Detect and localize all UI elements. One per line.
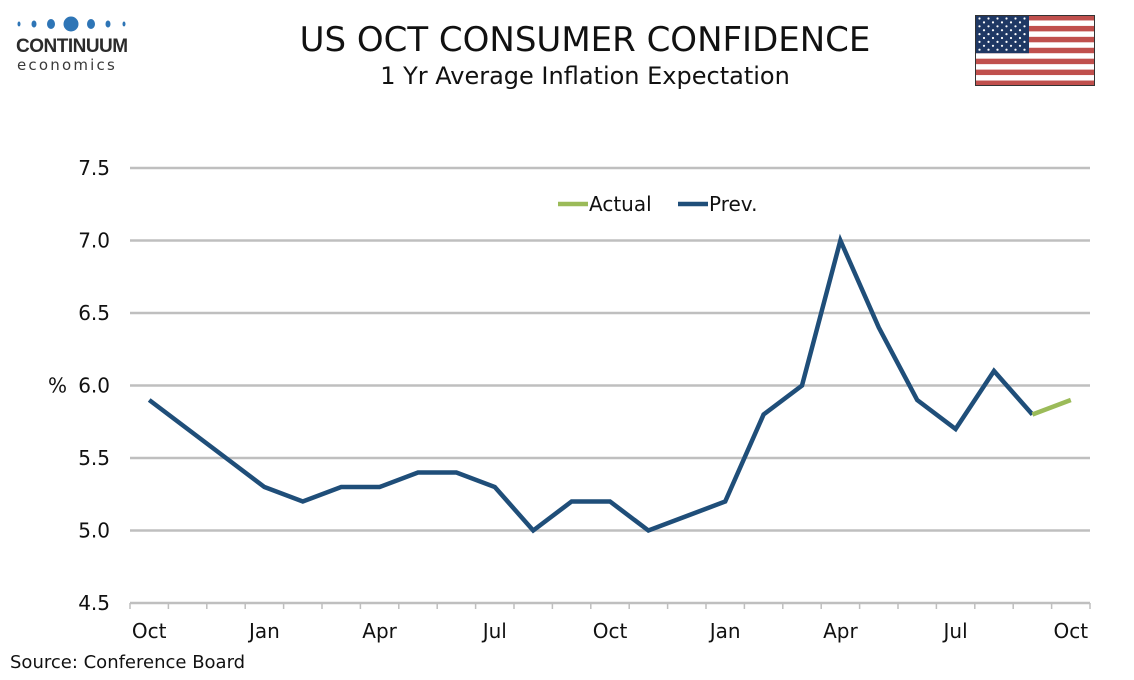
series-line-prev: [147, 233, 1035, 534]
x-axis: [129, 601, 1091, 609]
flag-star-icon: [1009, 21, 1013, 24]
flag-star-icon: [978, 33, 981, 36]
flag-star-icon: [1023, 48, 1026, 51]
flag-star-icon: [1014, 33, 1017, 36]
flag-star-icon: [1023, 17, 1026, 20]
gridlines: [130, 166, 1090, 532]
flag-star-icon: [982, 44, 986, 47]
flag-star-icon: [1009, 29, 1013, 32]
flag-star-icon: [987, 40, 990, 43]
x-tick-label: Jul: [481, 619, 507, 643]
flag-star-icon: [1005, 48, 1008, 51]
flag-star-icon: [1005, 25, 1008, 28]
x-axis-tick-labels: Oct Jan Apr Jul Oct Jan Apr Jul Oct: [132, 619, 1088, 643]
flag-star-icon: [1014, 17, 1017, 20]
flag-star-icon: [1000, 29, 1004, 32]
flag-star-icon: [982, 36, 986, 40]
x-tick-label: Oct: [1054, 619, 1089, 643]
source-note: Source: Conference Board: [10, 652, 246, 673]
us-flag-icon: [975, 15, 1095, 86]
flag-star-icon: [1000, 44, 1004, 47]
y-tick-label: 6.5: [78, 301, 110, 325]
flag-star-icon: [1018, 21, 1022, 24]
flag-star-icon: [991, 44, 995, 47]
legend: Actual Prev.: [558, 192, 757, 216]
y-tick-label: 7.0: [78, 229, 110, 253]
flag-star-icon: [1014, 25, 1017, 28]
logo-dots-icon: [17, 16, 126, 32]
flag-star-icon: [1000, 21, 1004, 24]
flag-star-icon: [1023, 33, 1026, 36]
flag-star-icon: [978, 25, 981, 28]
flag-star-icon: [987, 25, 990, 28]
x-tick-label: Jul: [942, 619, 968, 643]
flag-star-icon: [1000, 36, 1004, 40]
x-tick-label: Jan: [708, 619, 741, 643]
flag-star-icon: [1009, 44, 1013, 47]
flag-star-icon: [987, 17, 990, 20]
y-tick-label: 6.0: [78, 374, 110, 398]
flag-star-icon: [996, 25, 999, 28]
legend-label: Prev.: [709, 192, 757, 216]
y-tick-label: 7.5: [78, 156, 110, 180]
flag-star-icon: [1014, 40, 1017, 43]
flag-star-icon: [1009, 36, 1013, 40]
flag-star-icon: [987, 48, 990, 51]
flag-star-icon: [1014, 48, 1017, 51]
legend-label: Actual: [589, 192, 652, 216]
flag-star-icon: [996, 33, 999, 36]
flag-star-icon: [996, 48, 999, 51]
flag-star-icon: [982, 29, 986, 32]
flag-star-icon: [1018, 44, 1022, 47]
flag-star-icon: [996, 17, 999, 20]
flag-star-icon: [1005, 17, 1008, 20]
y-tick-label: 5.5: [78, 446, 110, 470]
flag-star-icon: [991, 36, 995, 40]
flag-star-icon: [978, 17, 981, 20]
y-axis-tick-labels: 4.5 5.0 5.5 6.0 6.5 7.0 7.5: [78, 156, 110, 615]
x-tick-label: Jan: [247, 619, 280, 643]
series-lines: [147, 233, 1072, 534]
flag-star-icon: [1005, 40, 1008, 43]
flag-star-icon: [1005, 33, 1008, 36]
logo-name: CONTINUUM: [16, 36, 128, 57]
x-tick-label: Oct: [132, 619, 167, 643]
y-tick-label: 5.0: [78, 519, 110, 543]
flag-star-icon: [1018, 36, 1022, 40]
flag-star-icon: [978, 40, 981, 43]
flag-star-icon: [982, 21, 986, 24]
flag-star-icon: [996, 40, 999, 43]
flag-star-icon: [987, 33, 990, 36]
chart-title: US OCT CONSUMER CONFIDENCE: [299, 20, 871, 60]
y-tick-label: 4.5: [78, 591, 110, 615]
flag-star-icon: [978, 48, 981, 51]
x-tick-label: Oct: [593, 619, 628, 643]
x-tick-label: Apr: [823, 619, 858, 643]
flag-star-icon: [991, 21, 995, 24]
flag-star-icon: [1018, 29, 1022, 32]
flag-star-icon: [991, 29, 995, 32]
flag-star-icon: [1023, 25, 1026, 28]
x-tick-label: Apr: [362, 619, 397, 643]
series-line-actual: [1031, 397, 1072, 417]
y-axis-label: %: [48, 374, 67, 398]
logo-tagline: economics: [17, 56, 117, 74]
chart-subtitle: 1 Yr Average Inflation Expectation: [380, 62, 790, 90]
flag-star-icon: [1023, 40, 1026, 43]
